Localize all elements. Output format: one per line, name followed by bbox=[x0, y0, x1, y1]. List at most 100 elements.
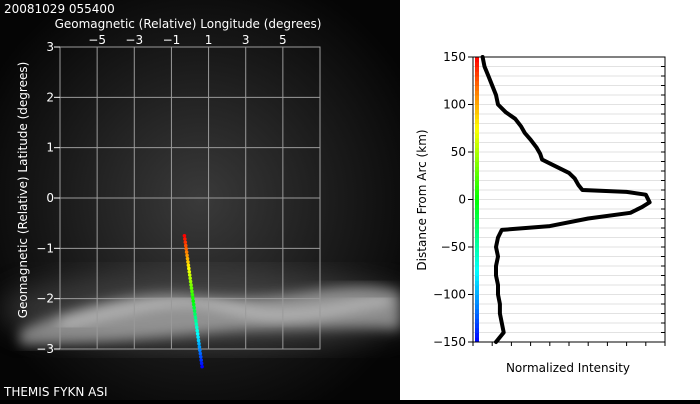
colorbar-segment bbox=[475, 66, 479, 72]
colorbar-segment bbox=[475, 61, 479, 67]
map-y-tick-label: −1 bbox=[36, 241, 54, 255]
map-x-tick-label: −5 bbox=[88, 33, 106, 47]
colorbar-segment bbox=[475, 323, 479, 329]
colorbar-segment bbox=[475, 313, 479, 319]
track-point bbox=[189, 283, 193, 287]
track-point bbox=[186, 260, 190, 264]
colorbar-segment bbox=[475, 332, 479, 338]
colorbar-segment bbox=[475, 318, 479, 324]
colorbar-segment bbox=[475, 261, 479, 267]
map-y-tick-label: 3 bbox=[46, 40, 54, 54]
track-point bbox=[191, 302, 196, 307]
colorbar-segment bbox=[475, 85, 479, 91]
map-y-tick-label: 0 bbox=[46, 191, 54, 205]
track-point bbox=[187, 266, 191, 271]
colorbar-segment bbox=[475, 237, 479, 243]
colorbar-segment bbox=[475, 99, 479, 105]
colorbar-segment bbox=[475, 76, 479, 82]
profile-axes: 150 100 50 0 −50 −100 −150 bbox=[433, 50, 666, 349]
track-point bbox=[195, 328, 200, 333]
colorbar-segment bbox=[475, 218, 479, 224]
colorbar-segment bbox=[475, 118, 479, 124]
aurora-glow bbox=[0, 270, 420, 350]
colorbar-segment bbox=[475, 142, 479, 148]
colorbar-segment bbox=[475, 289, 479, 295]
track-point bbox=[183, 237, 187, 241]
colorbar-segment bbox=[475, 185, 479, 191]
intensity-profile-line bbox=[480, 55, 652, 344]
timestamp-label: 20081029 055400 bbox=[4, 2, 115, 16]
colorbar-segment bbox=[475, 147, 479, 153]
map-y-tick-label: 2 bbox=[46, 90, 54, 104]
track-point bbox=[190, 292, 195, 297]
track-point bbox=[194, 319, 198, 323]
colorbar-segment bbox=[475, 133, 479, 139]
colorbar-segment bbox=[475, 128, 479, 134]
track-point bbox=[199, 361, 204, 366]
track-point bbox=[187, 273, 192, 277]
map-x-tick-label: 1 bbox=[205, 33, 213, 47]
colorbar-segment bbox=[475, 308, 479, 314]
track-point bbox=[198, 351, 203, 356]
track-point bbox=[194, 325, 199, 330]
track-point bbox=[185, 253, 189, 258]
colorbar-segment bbox=[475, 199, 479, 205]
track-point bbox=[198, 355, 203, 359]
intensity-profile-panel: 150 100 50 0 −50 −100 −150 Distance From Arc (… bbox=[400, 0, 700, 400]
colorbar-segment bbox=[475, 80, 479, 86]
profile-y-tick-label: 150 bbox=[443, 50, 466, 64]
profile-y-tick-label: −100 bbox=[433, 288, 466, 302]
arc-normal-track bbox=[182, 233, 204, 369]
track-point bbox=[197, 345, 202, 349]
colorbar-segment bbox=[475, 152, 479, 158]
colorbar-segment bbox=[475, 166, 479, 172]
profile-y-tick-label: 50 bbox=[451, 145, 466, 159]
colorbar-segment bbox=[475, 161, 479, 167]
profile-y-tick-label: −50 bbox=[441, 240, 466, 254]
colorbar-segment bbox=[475, 213, 479, 219]
colorbar-segment bbox=[475, 95, 479, 101]
colorbar-segment bbox=[475, 194, 479, 200]
map-x-tick-label: 3 bbox=[242, 33, 250, 47]
colorbar-segment bbox=[475, 190, 479, 196]
colorbar-segment bbox=[475, 270, 479, 276]
colorbar-segment bbox=[475, 232, 479, 238]
colorbar-segment bbox=[475, 123, 479, 129]
track-point bbox=[198, 348, 202, 353]
track-point bbox=[184, 247, 188, 251]
station-label: THEMIS FYKN ASI bbox=[3, 385, 108, 399]
track-point bbox=[199, 358, 203, 362]
track-point bbox=[191, 299, 196, 303]
profile-y-tick-label: 100 bbox=[443, 98, 466, 112]
colorbar-segment bbox=[475, 275, 479, 281]
track-point bbox=[196, 338, 201, 343]
colorbar-segment bbox=[475, 71, 479, 77]
track-point bbox=[186, 263, 191, 267]
colorbar-segment bbox=[475, 285, 479, 291]
track-point bbox=[196, 335, 200, 339]
colorbar-segment bbox=[475, 294, 479, 300]
map-x-tick-label: −3 bbox=[125, 33, 143, 47]
colorbar-segment bbox=[475, 137, 479, 143]
all-sky-image-panel: −5 −3 −1 1 3 5 3 2 1 0 −1 −2 −3 20081029 055400 Geom… bbox=[0, 0, 420, 400]
track-point bbox=[195, 332, 200, 336]
track-point bbox=[182, 233, 187, 238]
colorbar-segment bbox=[475, 228, 479, 234]
colorbar-segment bbox=[475, 57, 479, 63]
track-point bbox=[189, 286, 194, 290]
colorbar-segment bbox=[475, 104, 479, 110]
map-x-tick-label: 5 bbox=[279, 33, 287, 47]
colorbar-segment bbox=[475, 171, 479, 177]
colorbar-segment bbox=[475, 337, 479, 343]
profile-grid bbox=[473, 56, 665, 343]
track-point bbox=[200, 364, 204, 369]
colorbar-segment bbox=[475, 175, 479, 181]
colorbar-segment bbox=[475, 299, 479, 305]
intensity-profile-chart: 150 100 50 0 −50 −100 −150 Distance From Arc (… bbox=[415, 50, 666, 375]
colorbar-segment bbox=[475, 251, 479, 257]
track-point bbox=[193, 315, 198, 320]
colorbar-segment bbox=[475, 256, 479, 262]
map-y-tick-label: −2 bbox=[36, 292, 54, 306]
profile-series-line bbox=[480, 55, 652, 344]
colorbar-segment bbox=[475, 180, 479, 186]
